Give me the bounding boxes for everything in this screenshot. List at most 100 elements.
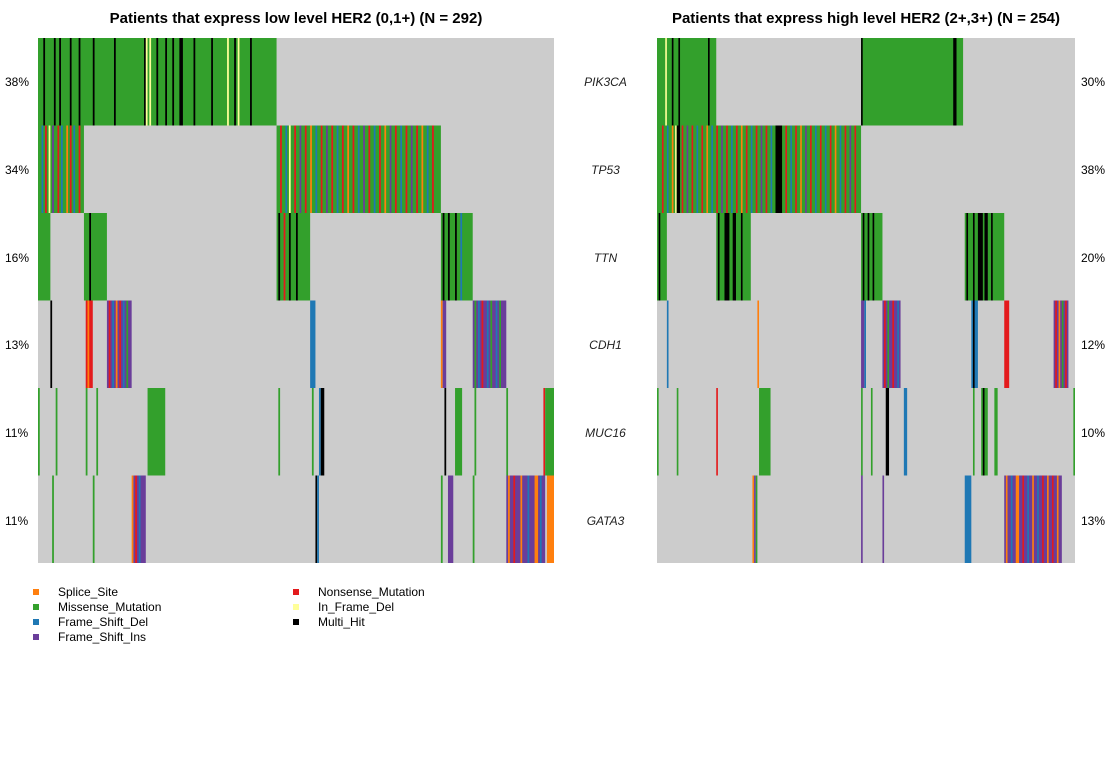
legend-item-multi-hit: Multi_Hit [293, 615, 425, 630]
right-cell-cdh1-frame-shift-del [666, 300, 669, 388]
left-cell-tp53-frame-shift-ins [363, 125, 365, 213]
left-percent-ttn: 16% [5, 251, 30, 265]
left-cell-gata3-missense-mutation [440, 475, 443, 563]
right-percent-gata3: 13% [1081, 514, 1106, 528]
right-cell-ttn-multi-hit [867, 213, 870, 301]
legend-swatch-missense-mutation [33, 604, 39, 610]
right-cell-pik3ca-multi-hit [953, 38, 957, 126]
right-cell-gata3-splice-site [1047, 475, 1049, 563]
right-cell-gata3-frame-shift-del [1010, 475, 1013, 563]
left-cell-pik3ca-multi-hit [234, 38, 236, 126]
left-cell-pik3ca-in-frame-del [145, 38, 148, 126]
legend-label-missense-mutation: Missense_Mutation [58, 600, 162, 614]
left-cell-cdh1-frame-shift-del [112, 300, 114, 388]
right-cell-cdh1-nonsense-mutation [1065, 300, 1067, 388]
right-cell-gata3-splice-site [1005, 475, 1008, 563]
left-cell-tp53-frame-shift-ins [389, 125, 392, 213]
right-cell-gata3-nonsense-mutation [1051, 475, 1054, 563]
legend-item-frame-shift-ins: Frame_Shift_Ins [33, 630, 161, 645]
right-cell-pik3ca-multi-hit [861, 38, 863, 126]
left-cell-muc16-missense-mutation [85, 388, 88, 476]
left-cell-pik3ca-in-frame-del [149, 38, 152, 126]
right-cell-muc16-missense-mutation [870, 388, 873, 476]
legend-swatch-in-frame-del [293, 604, 299, 610]
legend-swatch-nonsense-mutation [293, 589, 299, 595]
left-panel-title: Patients that express low level HER2 (0,… [109, 10, 483, 27]
left-cell-pik3ca-multi-hit [211, 38, 213, 126]
left-cell-pik3ca-multi-hit [59, 38, 61, 126]
right-cell-pik3ca-multi-hit [708, 38, 710, 126]
left-cell-muc16-missense-mutation [545, 388, 554, 476]
legend-item-splice-site: Splice_Site [33, 585, 161, 600]
left-cell-cdh1-missense-mutation [474, 300, 477, 388]
right-cell-pik3ca-missense-mutation [861, 38, 964, 126]
left-cell-tp53-frame-shift-del [336, 125, 339, 213]
right-cell-muc16-missense-mutation [1073, 388, 1075, 476]
right-cell-cdh1-nonsense-mutation [884, 300, 886, 388]
right-cell-cdh1-frame-shift-ins [882, 300, 901, 388]
left-cell-gata3-missense-mutation [92, 475, 95, 563]
left-cell-gata3-splice-site [131, 475, 134, 563]
left-cell-cdh1-nonsense-mutation [108, 300, 111, 388]
left-cell-tp53-frame-shift-del [373, 125, 376, 213]
legend-swatch-frame-shift-ins [33, 634, 39, 640]
left-cell-muc16-multi-hit [320, 388, 325, 476]
left-cell-gata3-splice-site [534, 475, 539, 563]
right-cell-tp53-multi-hit [676, 125, 681, 213]
right-cell-tp53-nonsense-mutation [661, 125, 664, 213]
legend-swatch-multi-hit [293, 619, 299, 625]
left-cell-muc16-missense-mutation [506, 388, 509, 476]
left-cell-muc16-missense-mutation [38, 388, 40, 476]
gene-label-tp53: TP53 [591, 163, 620, 177]
left-cell-cdh1-frame-shift-ins [442, 300, 447, 388]
left-cell-ttn-multi-hit [296, 213, 298, 301]
right-percent-muc16: 10% [1081, 426, 1106, 440]
left-cell-tp53-nonsense-mutation [394, 125, 397, 213]
left-cell-gata3-multi-hit [315, 475, 318, 563]
right-cell-tp53-frame-shift-del [839, 125, 842, 213]
right-cell-tp53-nonsense-mutation [829, 125, 832, 213]
right-cell-tp53-frame-shift-del [750, 125, 753, 213]
legend-label-multi-hit: Multi_Hit [318, 615, 365, 629]
gene-label-gata3: GATA3 [586, 514, 625, 528]
right-cell-ttn-multi-hit [717, 213, 720, 301]
right-cell-muc16-missense-mutation [657, 388, 659, 476]
left-cell-gata3-frame-shift-ins [447, 475, 454, 563]
right-cell-tp53-missense-mutation [657, 125, 862, 213]
left-cell-muc16-missense-mutation [455, 388, 463, 476]
left-cell-cdh1-splice-site [115, 300, 118, 388]
left-percent-cdh1: 13% [5, 338, 30, 352]
left-cell-tp53-frame-shift-ins [52, 125, 54, 213]
right-oncoplot [657, 38, 1075, 563]
left-track-bg-muc16 [38, 388, 554, 476]
right-cell-gata3-splice-site [1032, 475, 1034, 563]
right-cell-tp53-nonsense-mutation [691, 125, 694, 213]
right-panel-title: Patients that express high level HER2 (2… [671, 10, 1061, 27]
legend-column-2: Nonsense_Mutation In_Frame_Del Multi_Hit [293, 585, 425, 630]
right-cell-tp53-nonsense-mutation [819, 125, 822, 213]
left-cell-tp53-splice-site [310, 125, 312, 213]
left-cell-pik3ca-multi-hit [53, 38, 56, 126]
right-cell-tp53-nonsense-mutation [701, 125, 704, 213]
left-cell-gata3-missense-mutation [472, 475, 475, 563]
left-cell-muc16-frame-shift-del [318, 388, 321, 476]
right-cell-ttn-multi-hit [872, 213, 875, 301]
right-cell-cdh1-multi-hit [972, 300, 975, 388]
right-cell-tp53-frame-shift-ins [760, 125, 763, 213]
left-cell-cdh1-nonsense-mutation [119, 300, 122, 388]
left-cell-tp53-splice-site [421, 125, 424, 213]
right-cell-gata3-splice-site [1056, 475, 1059, 563]
right-cell-ttn-missense-mutation [964, 213, 1005, 301]
right-cell-muc16-frame-shift-del [903, 388, 908, 476]
legend-item-missense-mutation: Missense_Mutation [33, 600, 161, 615]
right-percent-pik3ca: 30% [1081, 75, 1106, 89]
right-cell-tp53-nonsense-mutation [810, 125, 812, 213]
left-percent-pik3ca: 38% [5, 75, 30, 89]
left-cell-pik3ca-multi-hit [92, 38, 95, 126]
legend-item-in-frame-del: In_Frame_Del [293, 600, 425, 615]
right-cell-tp53-frame-shift-ins [805, 125, 807, 213]
left-cell-tp53-nonsense-mutation [294, 125, 296, 213]
left-cell-cdh1-missense-mutation [126, 300, 129, 388]
right-percent-tp53: 38% [1081, 163, 1106, 177]
left-oncoplot [38, 38, 554, 563]
